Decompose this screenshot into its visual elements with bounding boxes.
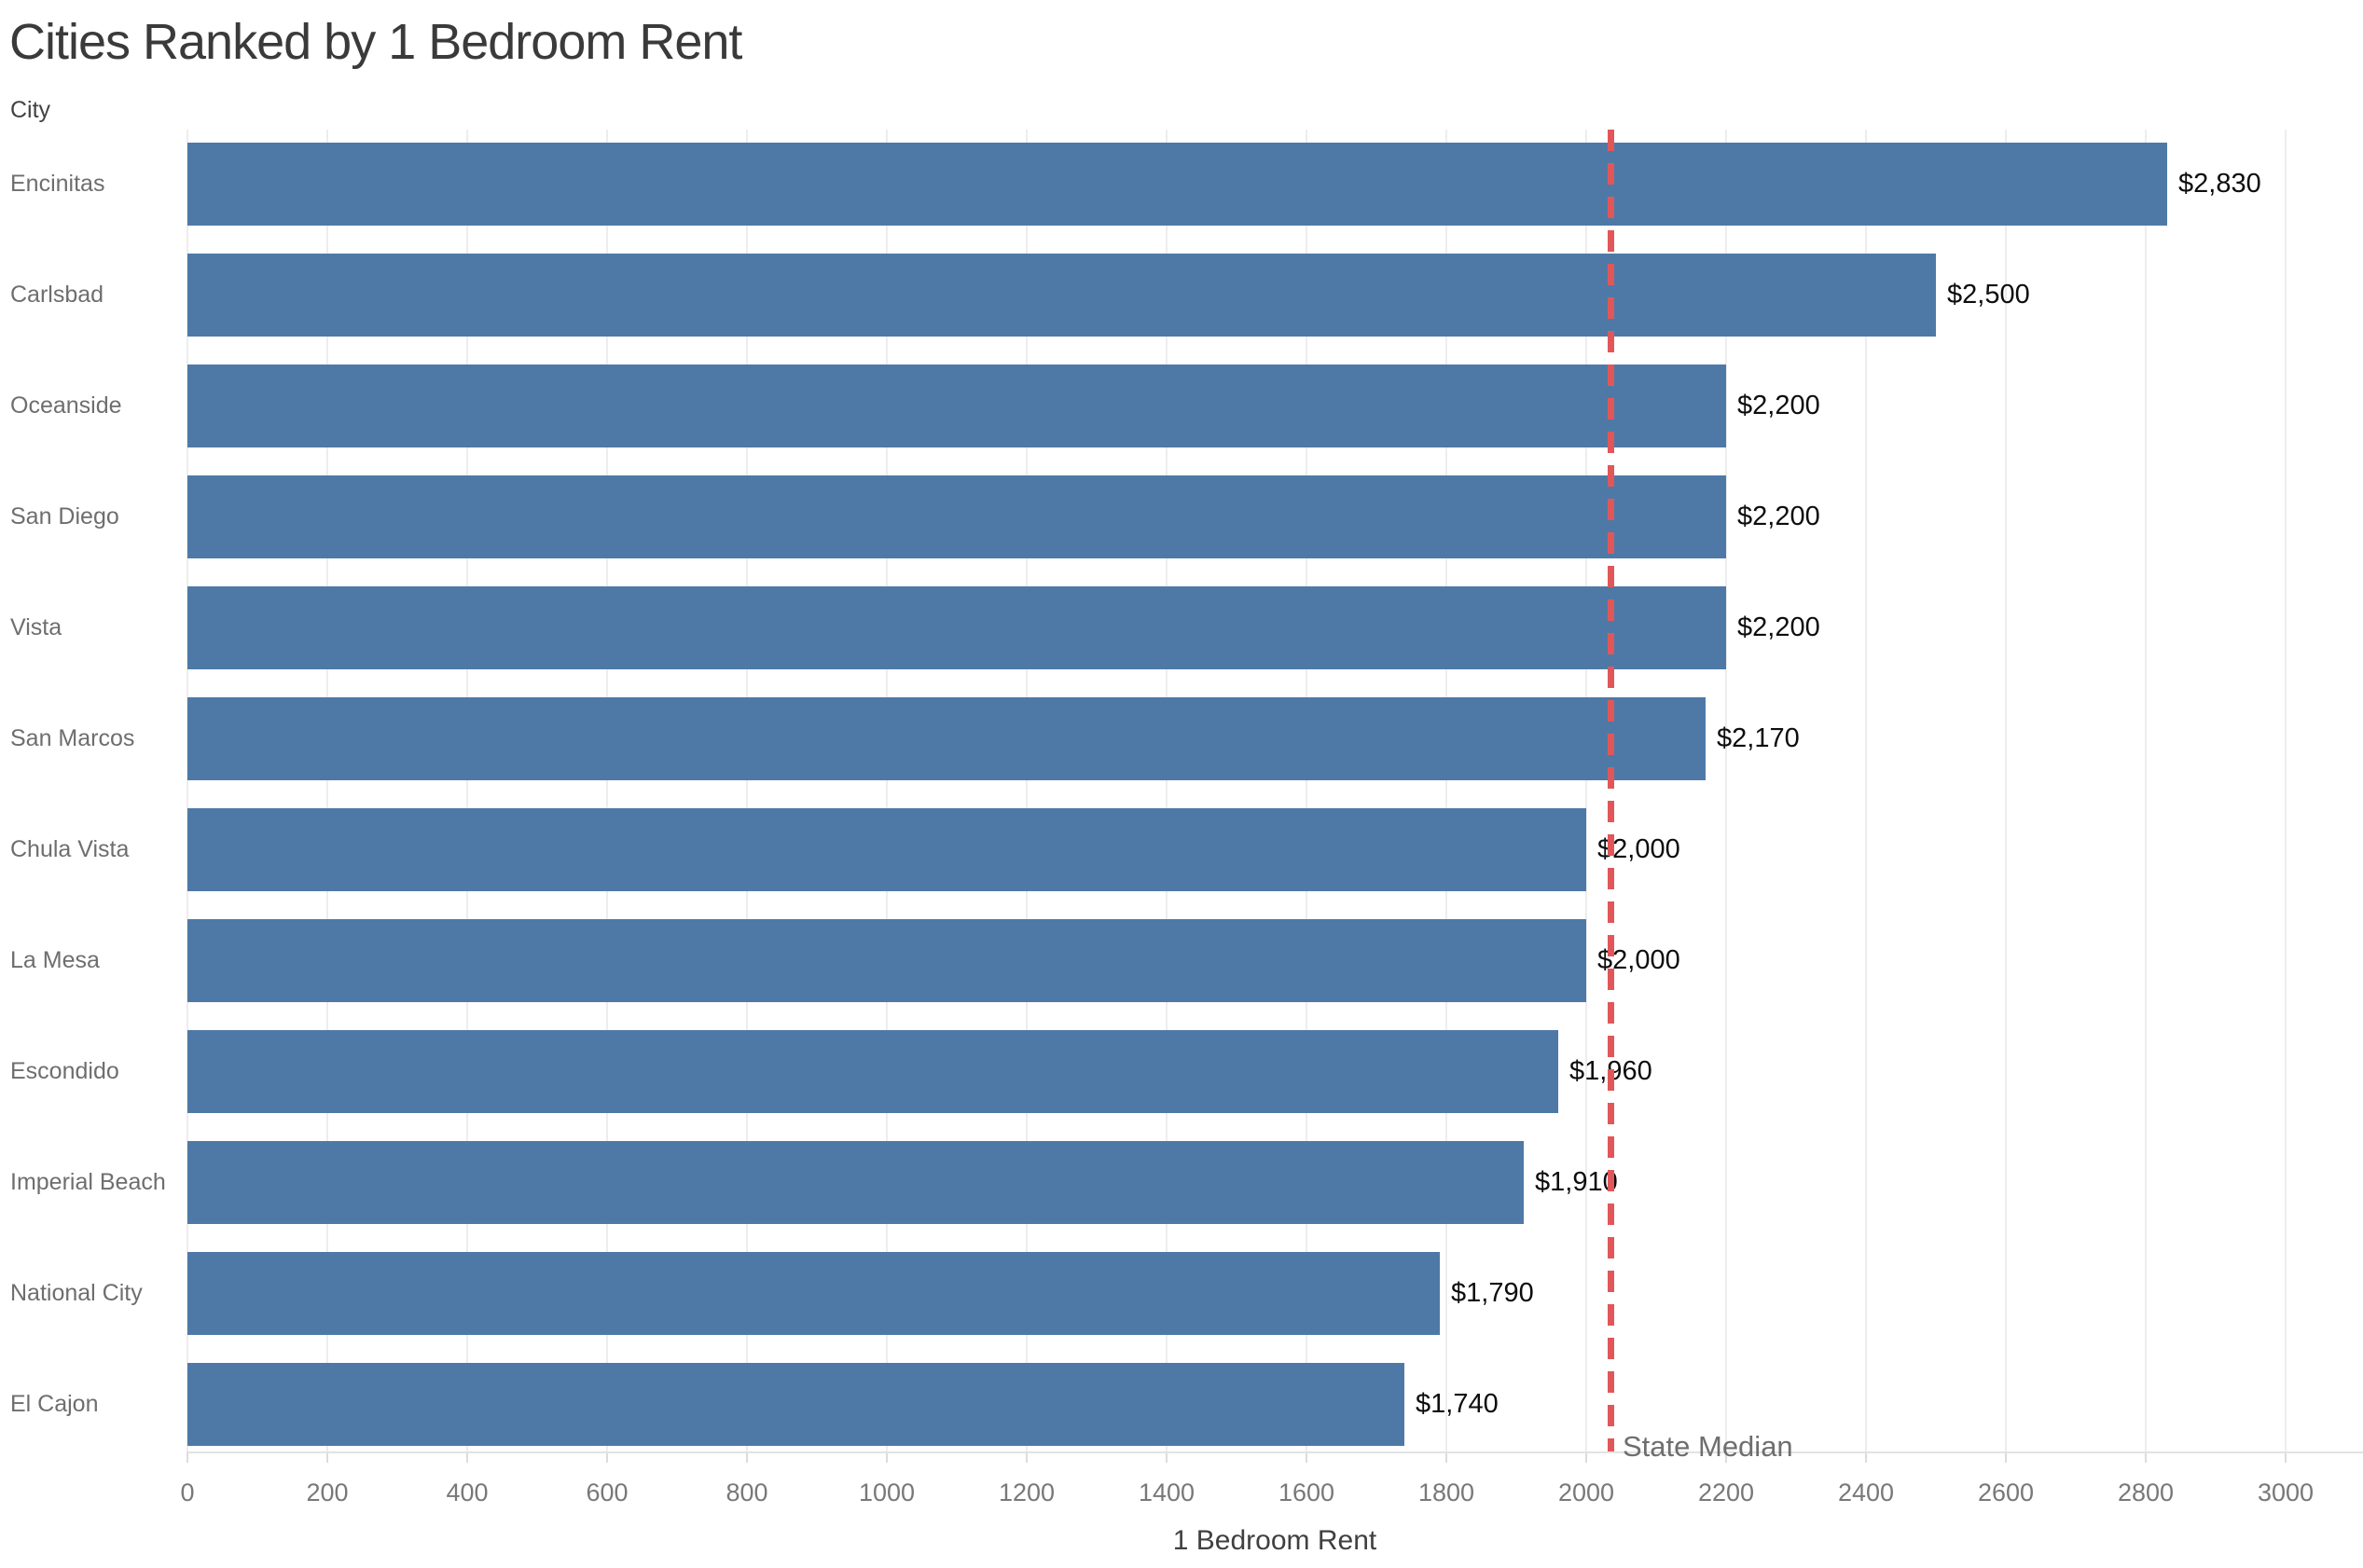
x-axis-tick-label: 3000: [2257, 1479, 2315, 1506]
value-label: $2,200: [1737, 612, 1820, 642]
gridline: [326, 130, 328, 1451]
city-label: Carlsbad: [10, 282, 104, 308]
gridline: [1306, 130, 1307, 1451]
x-axis-tick-label: 1000: [858, 1479, 916, 1506]
bar[interactable]: [187, 1363, 1404, 1446]
city-label: Escondido: [10, 1058, 119, 1084]
value-label: $1,790: [1451, 1278, 1534, 1308]
x-axis-line: [187, 1451, 2363, 1453]
gridline: [606, 130, 608, 1451]
x-axis-tick-label: 200: [306, 1479, 349, 1506]
value-label: $2,200: [1737, 391, 1820, 420]
x-axis-tick-mark: [326, 1451, 328, 1463]
gridline: [1166, 130, 1168, 1451]
gridline: [2285, 130, 2287, 1451]
x-axis-tick-label: 1800: [1417, 1479, 1475, 1506]
city-label: Chula Vista: [10, 836, 130, 862]
x-axis-tick-label: 1400: [1138, 1479, 1195, 1506]
value-label: $2,200: [1737, 502, 1820, 531]
city-label: Vista: [10, 614, 62, 640]
chart-title: Cities Ranked by 1 Bedroom Rent: [9, 14, 742, 70]
x-axis-tick-mark: [1306, 1451, 1307, 1463]
x-axis-tick-label: 2000: [1557, 1479, 1615, 1506]
gridline: [1585, 130, 1587, 1451]
x-axis-tick-mark: [2145, 1451, 2147, 1463]
x-axis-tick-mark: [1026, 1451, 1028, 1463]
gridline: [886, 130, 888, 1451]
bar[interactable]: [187, 475, 1726, 558]
bar[interactable]: [187, 586, 1726, 669]
x-axis-tick-label: 2200: [1697, 1479, 1755, 1506]
x-axis-title: 1 Bedroom Rent: [1172, 1525, 1377, 1556]
x-axis-tick-mark: [187, 1451, 188, 1463]
gridline: [1865, 130, 1867, 1451]
value-label: $2,500: [1947, 280, 2030, 309]
value-label: $2,830: [2178, 169, 2261, 199]
bar[interactable]: [187, 808, 1586, 891]
city-label: San Diego: [10, 503, 119, 530]
gridline: [187, 130, 188, 1451]
x-axis-tick-mark: [606, 1451, 608, 1463]
x-axis-tick-mark: [1445, 1451, 1447, 1463]
x-axis-tick-label: 2600: [1977, 1479, 2035, 1506]
x-axis-tick-label: 400: [446, 1479, 489, 1506]
gridline: [746, 130, 748, 1451]
bar[interactable]: [187, 364, 1726, 447]
state-median-label: State Median: [1623, 1430, 1793, 1463]
x-axis-tick-mark: [1166, 1451, 1168, 1463]
bar[interactable]: [187, 1030, 1558, 1113]
x-axis-tick-label: 600: [586, 1479, 629, 1506]
row-axis-header: City: [10, 97, 51, 123]
city-label: Oceanside: [10, 392, 122, 419]
value-label: $1,740: [1416, 1389, 1499, 1419]
state-median-line: [1608, 130, 1614, 1451]
gridline: [1725, 130, 1727, 1451]
x-axis-tick-label: 2400: [1837, 1479, 1895, 1506]
city-label: La Mesa: [10, 947, 100, 973]
gridline: [466, 130, 468, 1451]
city-label: National City: [10, 1280, 143, 1306]
x-axis-tick-mark: [1585, 1451, 1587, 1463]
x-axis-tick-label: 0: [180, 1479, 195, 1506]
x-axis-tick-mark: [746, 1451, 748, 1463]
x-axis-tick-mark: [2005, 1451, 2007, 1463]
x-axis-tick-mark: [466, 1451, 468, 1463]
gridline: [1445, 130, 1447, 1451]
x-axis-tick-label: 2800: [2117, 1479, 2175, 1506]
x-axis-tick-mark: [1865, 1451, 1867, 1463]
bar[interactable]: [187, 919, 1586, 1002]
city-label: Encinitas: [10, 171, 105, 197]
x-axis-tick-mark: [2285, 1451, 2287, 1463]
bar[interactable]: [187, 1141, 1524, 1224]
x-axis-tick-label: 1600: [1278, 1479, 1335, 1506]
x-axis-tick-label: 1200: [998, 1479, 1056, 1506]
bar[interactable]: [187, 697, 1706, 780]
city-label: Imperial Beach: [10, 1169, 166, 1195]
value-label: $2,170: [1717, 723, 1800, 753]
gridline: [2145, 130, 2147, 1451]
x-axis-tick-mark: [886, 1451, 888, 1463]
bar[interactable]: [187, 143, 2167, 226]
city-label: San Marcos: [10, 725, 135, 751]
gridline: [2005, 130, 2007, 1451]
city-label: El Cajon: [10, 1391, 99, 1417]
x-axis-tick-mark: [1725, 1451, 1727, 1463]
gridline: [1026, 130, 1028, 1451]
bar[interactable]: [187, 254, 1936, 337]
value-label: $1,910: [1535, 1167, 1618, 1197]
bar[interactable]: [187, 1252, 1440, 1335]
x-axis-tick-label: 800: [725, 1479, 768, 1506]
